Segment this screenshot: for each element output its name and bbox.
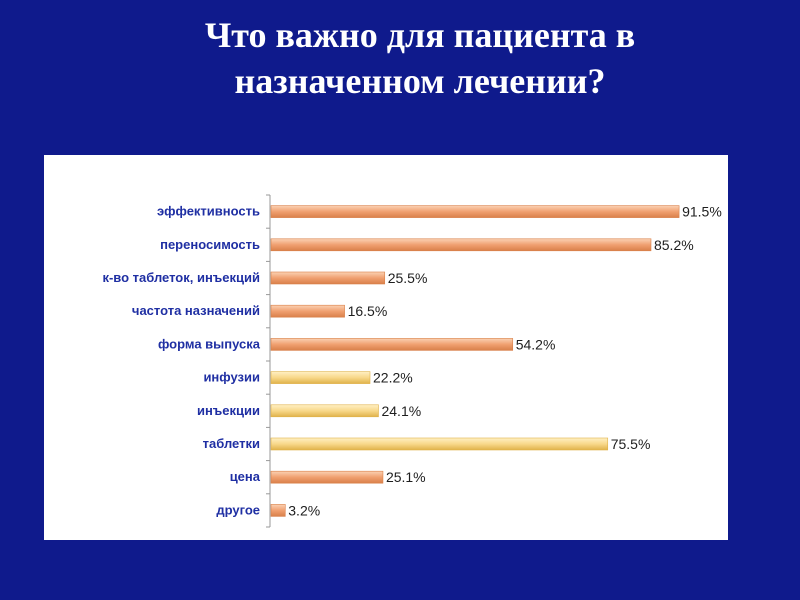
chart-panel: 91.5% эффективность 85.2% переносимость 25.5… [44,155,728,540]
value-label: 25.1% [386,469,426,485]
bar [270,504,286,517]
value-label: 85.2% [654,237,694,253]
bar [270,371,371,384]
value-label: 16.5% [348,303,388,319]
category-label: цена [230,469,261,484]
category-label: инъекции [197,403,260,418]
category-label: таблетки [203,436,260,451]
category-label: эффективность [157,204,260,219]
bar [270,304,345,318]
bar [270,238,652,252]
value-label: 91.5% [682,204,722,220]
bar [270,404,379,418]
value-label: 25.5% [388,270,428,286]
bar-chart: 91.5% эффективность 85.2% переносимость 25.5… [102,194,722,528]
value-label: 3.2% [288,502,320,518]
category-label: форма выпуска [158,336,261,351]
bar [270,338,514,351]
value-label: 75.5% [611,436,651,452]
category-label: инфузии [203,370,260,385]
category-label: переносимость [160,237,260,252]
category-label: другое [216,502,260,517]
value-label: 24.1% [381,403,421,419]
bar [270,470,384,484]
slide-title: Что важно для пациента в назначенном леч… [204,15,636,101]
category-label: частота назначений [132,303,260,318]
bar [270,205,680,218]
value-label: 54.2% [516,336,556,352]
bar [270,271,386,285]
value-label: 22.2% [373,370,413,386]
category-label: к-во таблеток, инъекций [102,270,260,285]
bar [270,437,609,451]
